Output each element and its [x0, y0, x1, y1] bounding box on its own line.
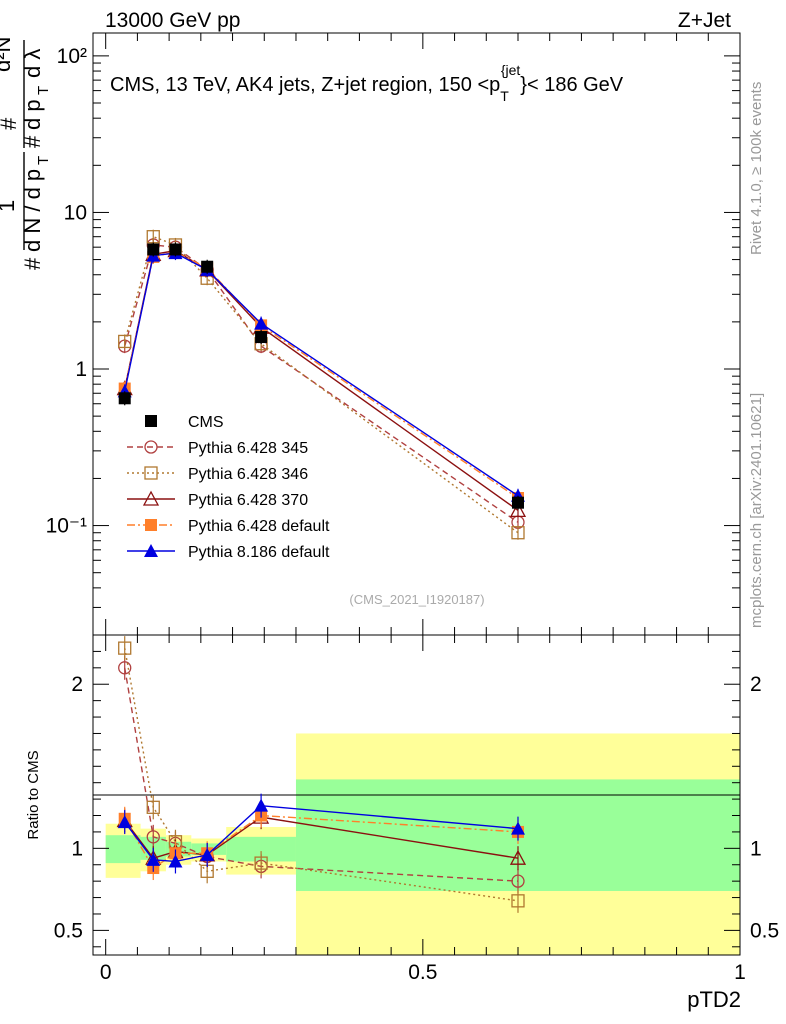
legend-marker-pythia-6-428-345	[144, 440, 158, 454]
ratio-bands	[105, 733, 740, 955]
header-left: 13000 GeV pp	[105, 9, 240, 32]
ratio-point-pythia-6-428-345	[511, 874, 525, 888]
x-tick-label: 0.5	[408, 961, 437, 984]
svg-text:#: #	[20, 257, 45, 270]
ratio-y-label: Ratio to CMS	[25, 750, 42, 839]
x-tick-label: 0	[100, 961, 112, 984]
series-line-pythia-6-428-default	[124, 251, 519, 499]
ratio-point-pythia-8-186-default	[254, 798, 269, 812]
svg-text:#: #	[0, 117, 21, 130]
point-pythia-6-428-370	[509, 502, 527, 518]
series-line-pythia-8-186-default	[124, 252, 519, 497]
ratio-axes: 0.5 0.51 12 20 0.5 1	[54, 635, 779, 984]
main-y-tick-label: 10	[64, 201, 87, 224]
main-y-tick-label: 10²	[57, 45, 87, 68]
svg-text:d²N: d²N	[0, 37, 15, 72]
point-pythia-6-428-346	[511, 526, 525, 540]
svg-text:T: T	[35, 156, 52, 165]
ratio-frame	[92, 634, 741, 956]
plot-title-text: CMS, 13 TeV, AK4 jets, Z+jet region, 150…	[110, 62, 624, 104]
point-cms	[511, 496, 524, 509]
legend-label-pythia-6-428-345: Pythia 6.428 345	[188, 440, 308, 457]
legend-marker-pythia-6-428-346	[144, 466, 158, 480]
point-cms	[147, 243, 160, 256]
ratio-point-pythia-8-186-default	[117, 815, 132, 829]
point-pythia-8-186-default	[254, 316, 269, 330]
series-line-pythia-6-428-346	[124, 235, 519, 534]
ratio-point-pythia-6-428-345	[146, 830, 160, 844]
main-y-axis-title: # d N / d p T 1 # d p T d λ # d²N	[0, 37, 52, 270]
point-cms	[169, 243, 182, 256]
ratio-y-tick-label-right: 2	[750, 673, 762, 696]
ratio-y-tick-label: 1	[71, 837, 83, 860]
analysis-label: (CMS_2021_I1920187)	[349, 592, 484, 607]
ratio-y-tick-label: 0.5	[54, 919, 83, 942]
side-label-mcplots: mcplots.cern.ch [arXiv:2401.10621]	[748, 393, 765, 628]
legend-label-pythia-6-428-default: Pythia 6.428 default	[188, 518, 330, 535]
legend-label-pythia-8-186-default: Pythia 8.186 default	[188, 544, 330, 561]
point-pythia-6-428-346	[118, 334, 132, 349]
ratio-point-pythia-6-428-370	[509, 849, 527, 865]
ratio-series-layer	[116, 636, 527, 913]
ratio-point-pythia-8-186-default	[168, 854, 183, 868]
ratio-y-tick-label: 2	[71, 673, 83, 696]
svg-text:1: 1	[0, 200, 19, 212]
header-right: Z+Jet	[678, 9, 731, 32]
svg-text:T: T	[35, 86, 52, 95]
side-label-rivet: Rivet 4.1.0, ≥ 100k events	[748, 82, 765, 255]
x-tick-label: 1	[734, 961, 746, 984]
ratio-point-pythia-8-186-default	[510, 821, 525, 835]
legend-label-pythia-6-428-346: Pythia 6.428 346	[188, 466, 308, 483]
legend-label-pythia-6-428-370: Pythia 6.428 370	[188, 492, 308, 509]
ratio-y-tick-label-right: 1	[750, 837, 762, 860]
series-line-pythia-6-428-370	[124, 249, 519, 511]
ratio-point-pythia-6-428-346	[146, 800, 160, 814]
point-cms	[201, 260, 214, 273]
ratio-point-pythia-6-428-346	[254, 856, 268, 870]
series-line-pythia-6-428-345	[124, 244, 519, 523]
point-cms	[255, 331, 268, 344]
svg-text:#: #	[20, 135, 45, 148]
main-series-layer	[116, 229, 527, 540]
ratio-point-pythia-6-428-345	[118, 661, 132, 675]
ratio-line-pythia-8-186-default	[124, 804, 519, 863]
legend-label-cms: CMS	[188, 414, 224, 431]
plot-title: CMS, 13 TeV, AK4 jets, Z+jet region, 150…	[110, 62, 624, 104]
ratio-point-pythia-6-428-346	[511, 894, 525, 908]
ratio-y-tick-label-right: 0.5	[750, 919, 779, 942]
ratio-point-pythia-6-428-346	[118, 641, 132, 655]
point-cms	[118, 392, 131, 405]
ratio-point-pythia-8-186-default	[146, 852, 161, 866]
ratio-point-pythia-8-186-default	[200, 847, 215, 861]
main-y-tick-label: 10⁻¹	[46, 515, 87, 538]
main-y-axis: 10² 10 1 10⁻¹	[46, 33, 741, 636]
legend-marker-cms	[145, 415, 157, 427]
legend-marker-pythia-6-428-370	[142, 490, 160, 506]
legend-marker-pythia-8-186-default	[144, 544, 158, 557]
x-axis-label: pTD2	[687, 987, 741, 1012]
ratio-line-pythia-6-428-345	[124, 667, 519, 882]
ratio-line-pythia-6-428-default	[124, 814, 519, 870]
legend-marker-pythia-6-428-default	[145, 519, 157, 531]
main-y-tick-label: 1	[75, 358, 87, 381]
uncertainty-band-green	[105, 835, 141, 864]
legend: CMS Pythia 6.428 345 Pythia 6.428 346 Pythi…	[127, 414, 330, 561]
